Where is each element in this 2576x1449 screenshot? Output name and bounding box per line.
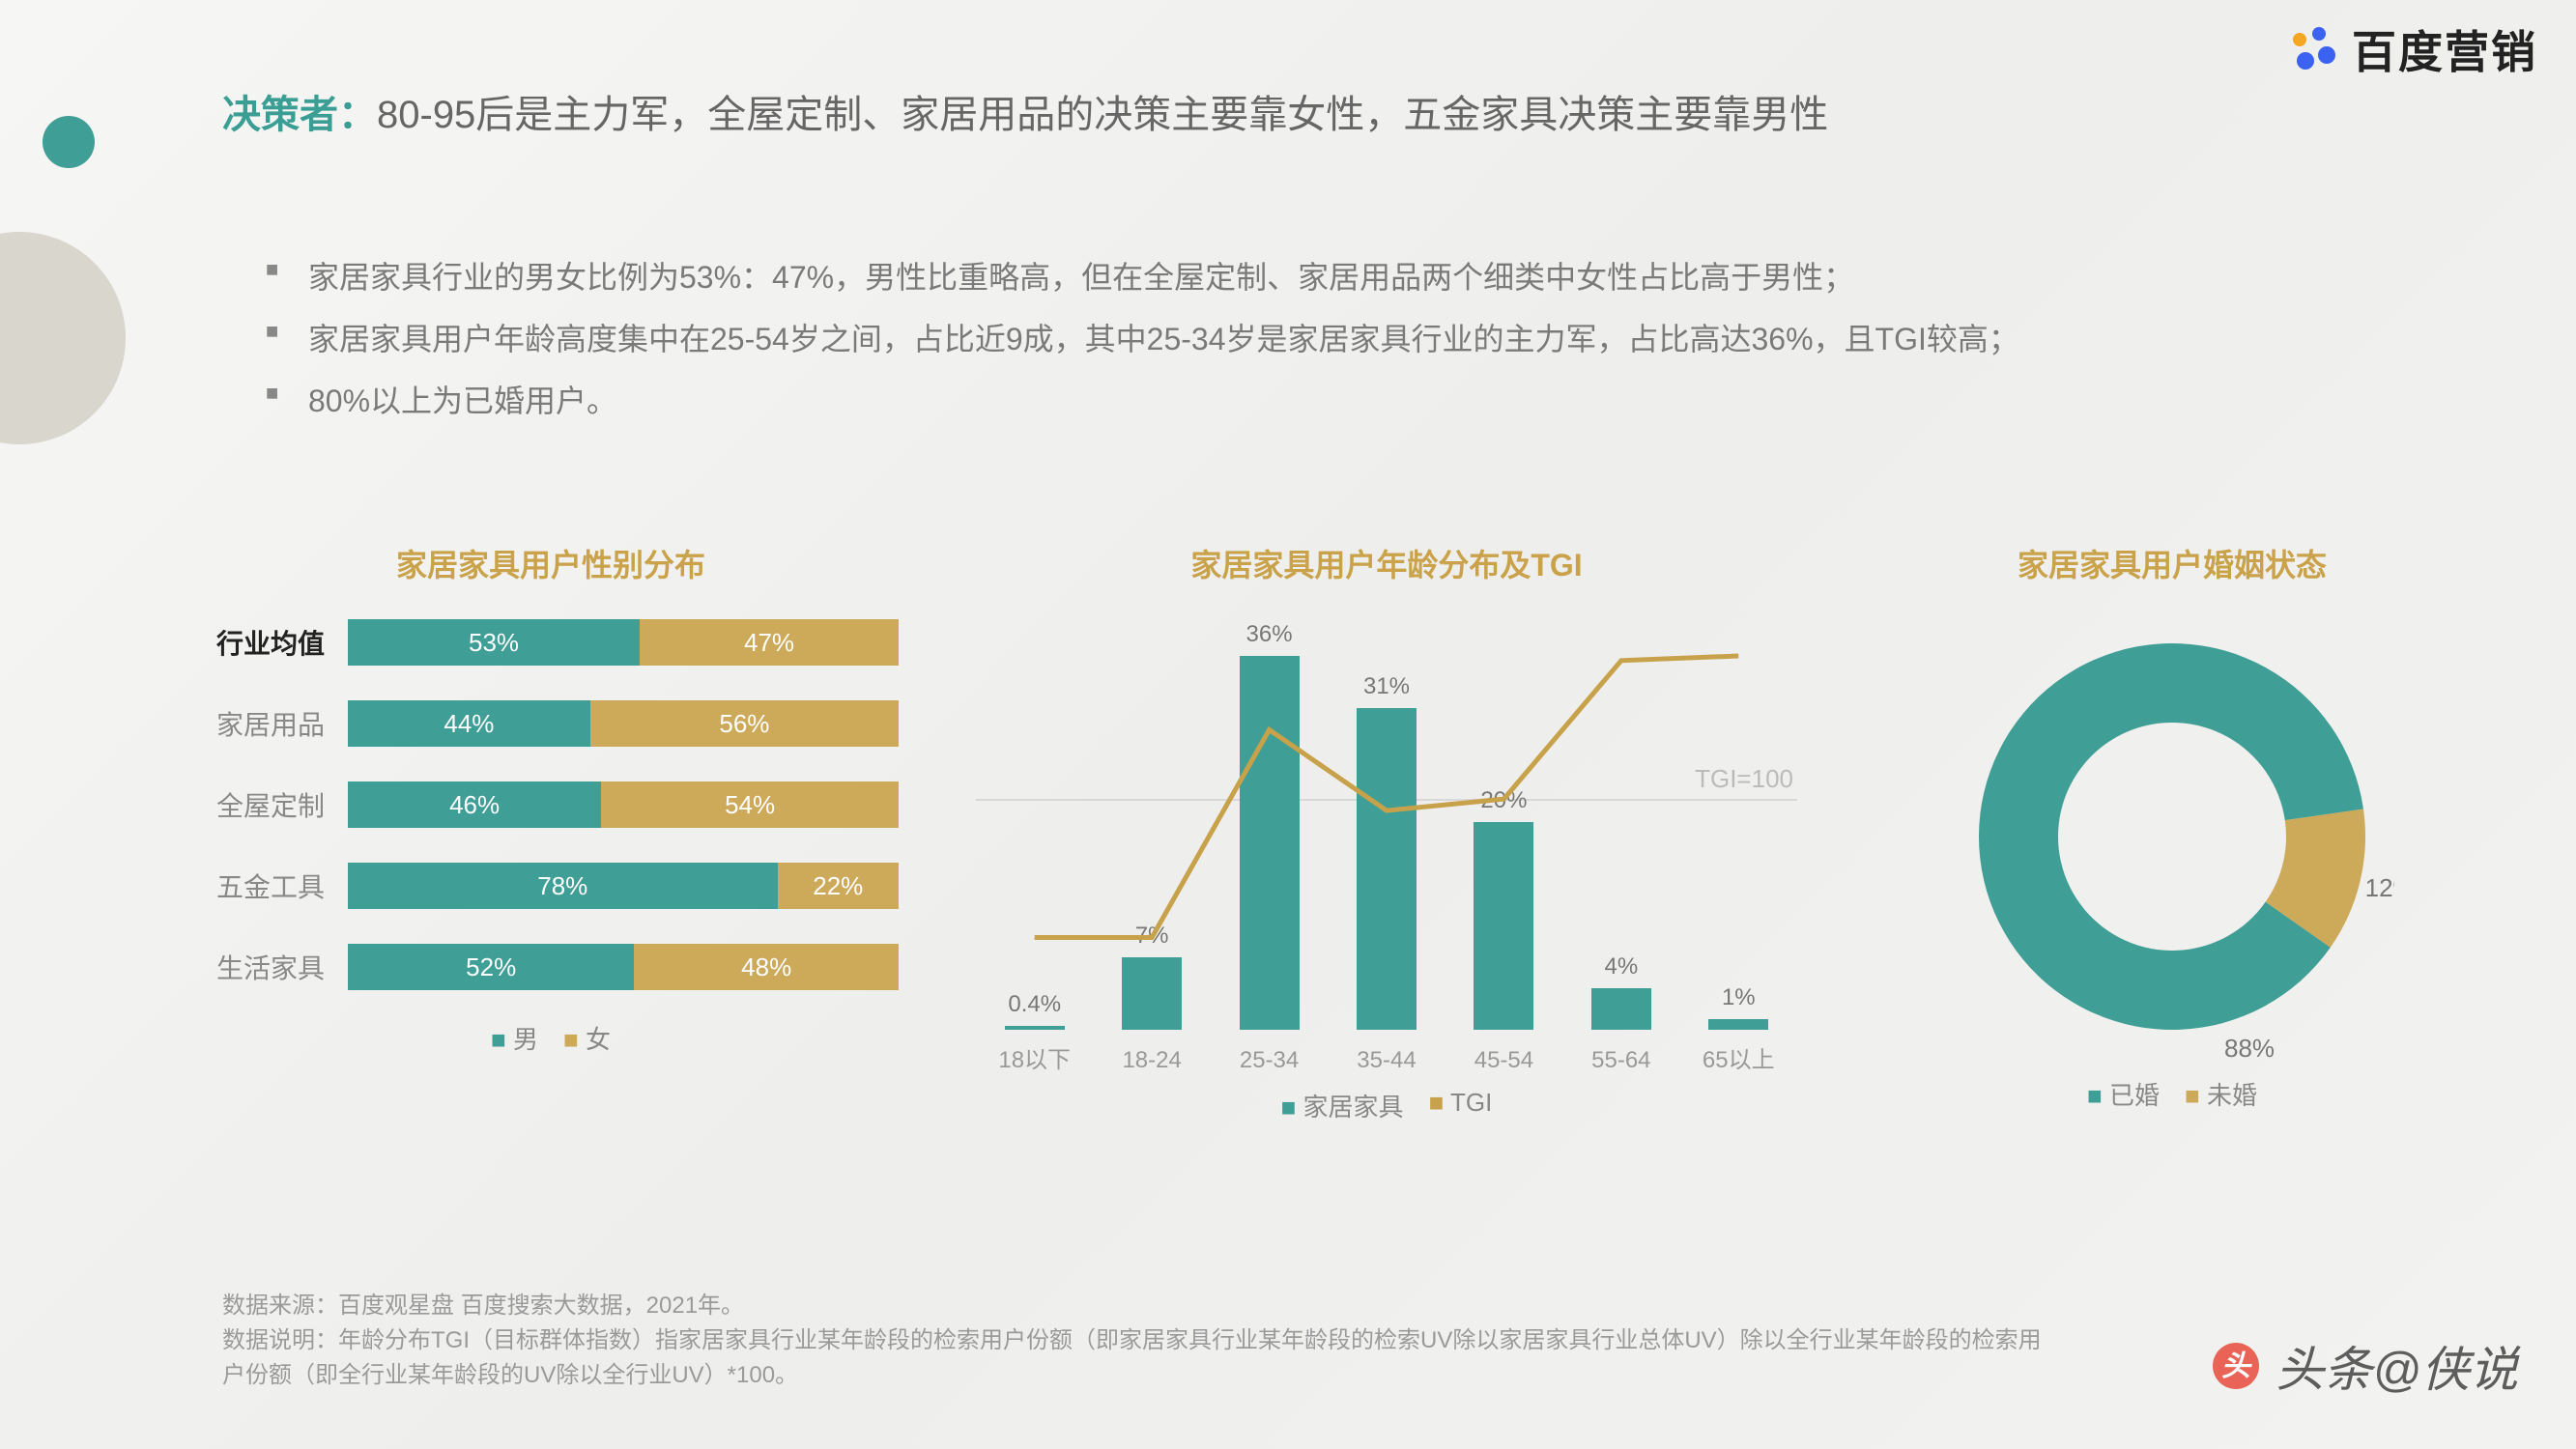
gender-bars: 行业均值53%47%家居用品44%56%全屋定制46%54%五金工具78%22%…	[203, 614, 899, 995]
donut-value: 12%	[2365, 873, 2394, 902]
watermark: 头 头条@侠说	[2210, 1331, 2518, 1401]
watermark-icon: 头	[2210, 1340, 2262, 1392]
hbar-label: 全屋定制	[203, 785, 348, 824]
hbar-seg-female: 22%	[778, 863, 899, 909]
age-category: 65以上	[1703, 1040, 1775, 1074]
hbar-label: 家居用品	[203, 704, 348, 743]
age-plot: TGI=1000.4%18以下7%18-2436%25-3431%35-4420…	[976, 614, 1797, 1030]
hbar-track: 52%48%	[348, 944, 899, 990]
hbar-row: 家居用品44%56%	[203, 696, 899, 752]
legend-line: TGI	[1429, 1088, 1493, 1123]
age-category: 18以下	[998, 1040, 1071, 1074]
hbar-seg-female: 54%	[601, 781, 899, 828]
page-title: 决策者：80-95后是主力军，全屋定制、家居用品的决策主要靠女性，五金家具决策主…	[222, 83, 1828, 139]
marital-chart-title: 家居家具用户婚姻状态	[1875, 541, 2470, 585]
hbar-label: 生活家具	[203, 948, 348, 986]
watermark-text: 头条@侠说	[2275, 1331, 2518, 1401]
legend-bar: 家居家具	[1281, 1088, 1404, 1123]
footer-explain: 数据说明：年龄分布TGI（目标群体指数）指家居家具行业某年龄段的检索用户份额（即…	[222, 1323, 2058, 1393]
gender-chart: 家居家具用户性别分布 行业均值53%47%家居用品44%56%全屋定制46%54…	[203, 541, 899, 1217]
donut-value: 88%	[2224, 1034, 2275, 1059]
slide: 百度营销 决策者：80-95后是主力军，全屋定制、家居用品的决策主要靠女性，五金…	[0, 0, 2576, 1449]
bullet-item: 家居家具用户年龄高度集中在25-54岁之间，占比近9成，其中25-34岁是家居家…	[266, 308, 2019, 370]
bullet-item: 家居家具行业的男女比例为53%：47%，男性比重略高，但在全屋定制、家居用品两个…	[266, 246, 2019, 308]
brand-logo: 百度营销	[2286, 17, 2537, 81]
hbar-row: 五金工具78%22%	[203, 858, 899, 914]
hbar-track: 46%54%	[348, 781, 899, 828]
hbar-track: 44%56%	[348, 700, 899, 747]
hbar-seg-female: 56%	[590, 700, 899, 747]
age-category: 18-24	[1122, 1047, 1181, 1074]
hbar-row: 行业均值53%47%	[203, 614, 899, 670]
svg-text:头: 头	[2221, 1350, 2252, 1382]
tgi-line	[976, 614, 1797, 1030]
title-lead: 决策者：	[222, 94, 377, 136]
marital-legend: 已婚 未婚	[1875, 1076, 2470, 1112]
legend-female: 女	[563, 1020, 611, 1056]
age-category: 45-54	[1474, 1047, 1533, 1074]
hbar-label: 五金工具	[203, 867, 348, 905]
hbar-track: 53%47%	[348, 619, 899, 666]
hbar-seg-female: 47%	[640, 619, 899, 666]
marital-chart: 家居家具用户婚姻状态 88% 12% 已婚 未婚	[1875, 541, 2470, 1217]
hbar-row: 生活家具52%48%	[203, 939, 899, 995]
legend-married: 已婚	[2087, 1076, 2160, 1112]
age-chart-title: 家居家具用户年龄分布及TGI	[966, 541, 1807, 585]
age-category: 35-44	[1357, 1047, 1416, 1074]
footer-source: 数据来源：百度观星盘 百度搜索大数据，2021年。	[222, 1289, 2058, 1323]
hbar-seg-male: 53%	[348, 619, 640, 666]
gender-legend: 男 女	[203, 1020, 899, 1056]
footer-notes: 数据来源：百度观星盘 百度搜索大数据，2021年。 数据说明：年龄分布TGI（目…	[222, 1289, 2058, 1393]
hbar-row: 全屋定制46%54%	[203, 777, 899, 833]
age-category: 25-34	[1240, 1047, 1299, 1074]
deco-circle-top	[43, 116, 95, 168]
hbar-track: 78%22%	[348, 863, 899, 909]
hbar-seg-female: 48%	[634, 944, 899, 990]
gender-chart-title: 家居家具用户性别分布	[203, 541, 899, 585]
bullet-list: 家居家具行业的男女比例为53%：47%，男性比重略高，但在全屋定制、家居用品两个…	[266, 246, 2019, 432]
hbar-seg-male: 46%	[348, 781, 601, 828]
hbar-seg-male: 78%	[348, 863, 778, 909]
title-rest: 80-95后是主力军，全屋定制、家居用品的决策主要靠女性，五金家具决策主要靠男性	[377, 94, 1828, 136]
charts-row: 家居家具用户性别分布 行业均值53%47%家居用品44%56%全屋定制46%54…	[203, 541, 2470, 1217]
legend-male: 男	[491, 1020, 538, 1056]
age-chart: 家居家具用户年龄分布及TGI TGI=1000.4%18以下7%18-2436%…	[966, 541, 1807, 1217]
hbar-seg-male: 44%	[348, 700, 590, 747]
donut-wrap: 88% 12%	[1875, 614, 2470, 1059]
hbar-seg-male: 52%	[348, 944, 634, 990]
hbar-label: 行业均值	[203, 623, 348, 662]
age-legend: 家居家具 TGI	[966, 1088, 1807, 1123]
bullet-item: 80%以上为已婚用户。	[266, 370, 2019, 432]
legend-single: 未婚	[2185, 1076, 2257, 1112]
brand-logo-icon	[2286, 22, 2340, 76]
brand-name: 百度营销	[2352, 17, 2537, 81]
donut-svg: 88% 12%	[1950, 614, 2394, 1059]
deco-circle-mid	[0, 232, 126, 444]
age-category: 55-64	[1591, 1047, 1650, 1074]
